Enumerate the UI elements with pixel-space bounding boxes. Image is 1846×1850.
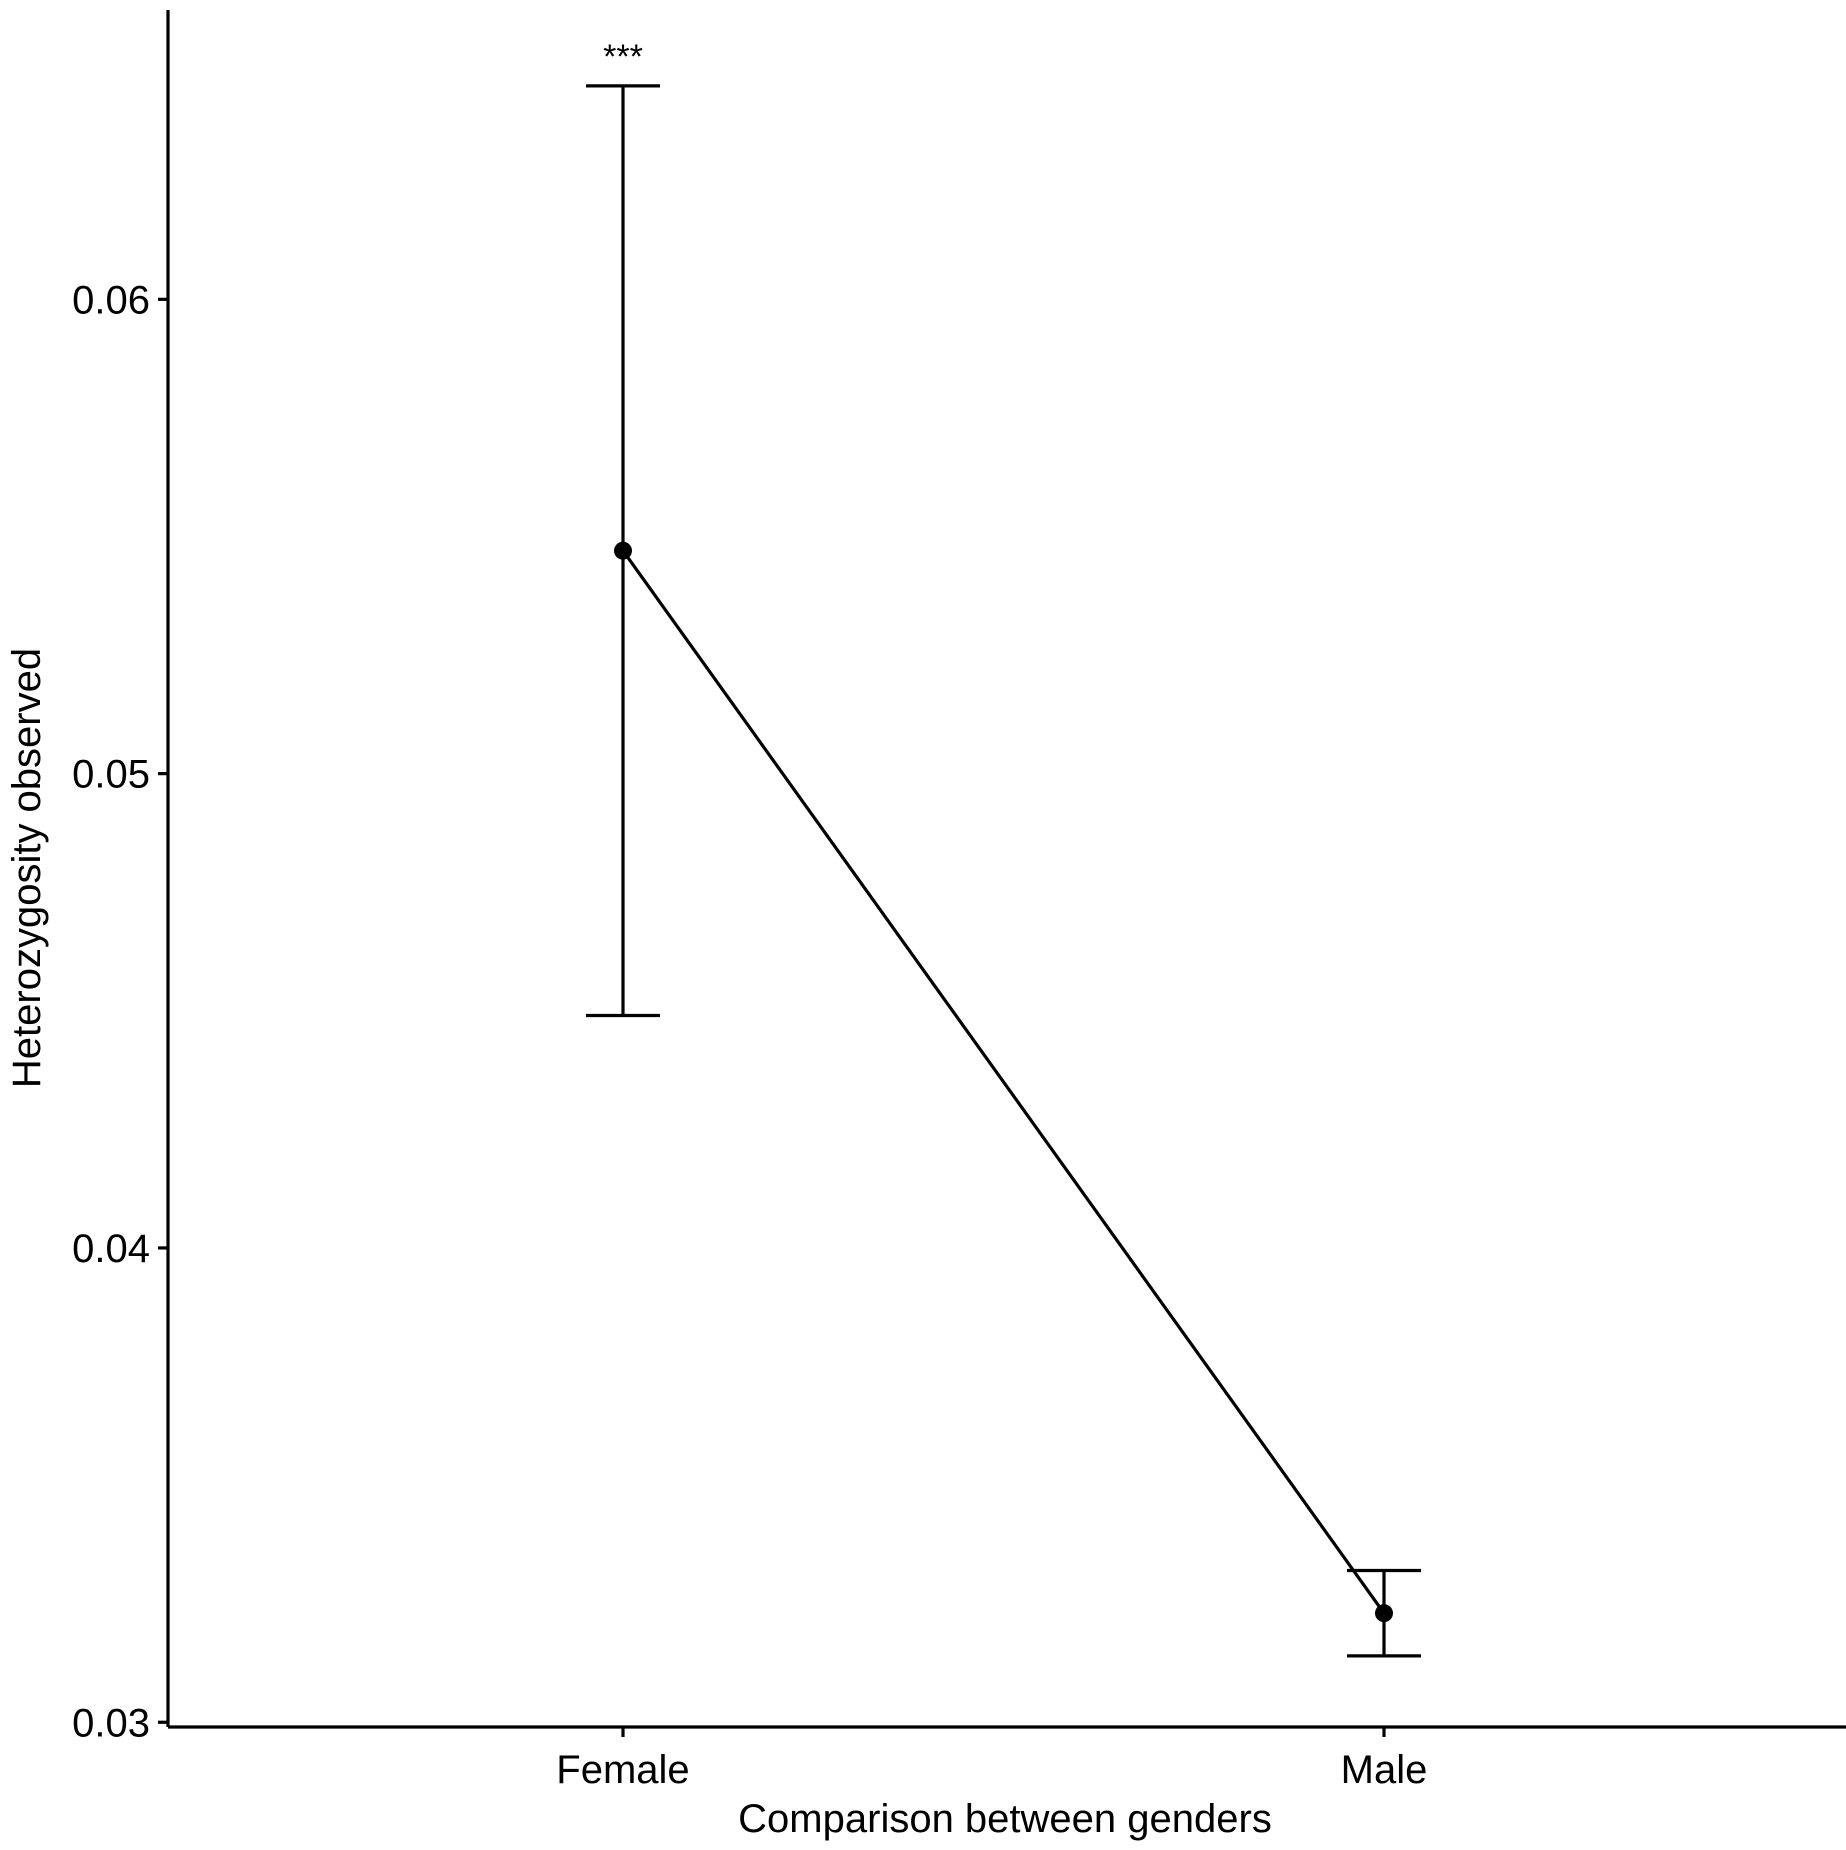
y-axis-ticks: 0.03 0.04 0.05 0.06 xyxy=(72,278,168,1745)
plot-area: *** xyxy=(586,38,1421,1658)
y-axis-title: Heterozygosity observed xyxy=(5,648,49,1088)
x-tick-label: Male xyxy=(1341,1748,1428,1792)
data-point xyxy=(614,541,632,560)
x-tick-label: Female xyxy=(556,1748,689,1792)
y-tick-label: 0.06 xyxy=(72,278,150,322)
significance-label: *** xyxy=(603,38,643,76)
series-line xyxy=(621,549,1386,1615)
x-axis-ticks: Female Male xyxy=(556,1727,1427,1792)
data-point xyxy=(1375,1604,1393,1623)
y-tick-label: 0.05 xyxy=(72,753,150,797)
x-axis-title: Comparison between genders xyxy=(738,1797,1272,1841)
y-tick-label: 0.03 xyxy=(72,1701,150,1745)
y-tick-label: 0.04 xyxy=(72,1227,150,1271)
axes xyxy=(166,10,1846,1729)
